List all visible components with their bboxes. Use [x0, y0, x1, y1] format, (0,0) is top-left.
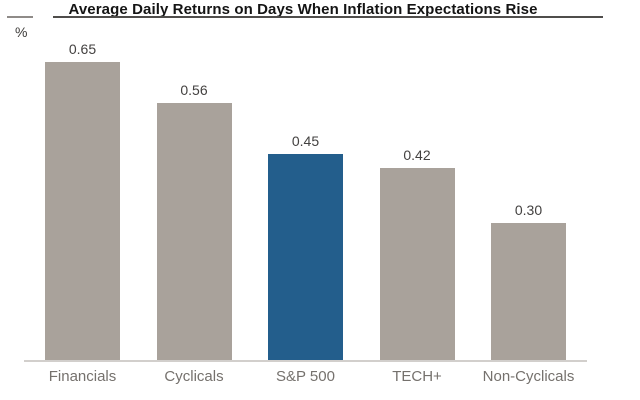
category-label: Cyclicals: [164, 368, 224, 385]
bar-financials: [45, 62, 120, 361]
bar-value-label: 0.45: [291, 133, 320, 149]
bar-value-label: 0.42: [403, 147, 431, 163]
bar-value-label: 0.30: [514, 202, 543, 218]
bar-value-label: 0.65: [68, 41, 97, 57]
chart-title: Average Daily Returns on Days When Infla…: [68, 1, 538, 18]
bar-cyclicals: [156, 103, 232, 361]
y-axis-top-tick: [7, 16, 33, 18]
title-underline: [53, 16, 603, 18]
bar-s-p-500: [268, 154, 343, 361]
bar-tech-: [379, 168, 455, 361]
y-axis-unit-label: %: [15, 24, 28, 40]
category-label: Financials: [48, 368, 117, 385]
bar-value-label: 0.56: [180, 82, 208, 98]
bar-non-cyclicals: [491, 223, 566, 361]
category-label: Non-Cyclicals: [482, 368, 575, 385]
category-label: TECH+: [392, 368, 442, 385]
x-axis-line: [24, 360, 587, 362]
category-label: S&P 500: [276, 368, 335, 385]
